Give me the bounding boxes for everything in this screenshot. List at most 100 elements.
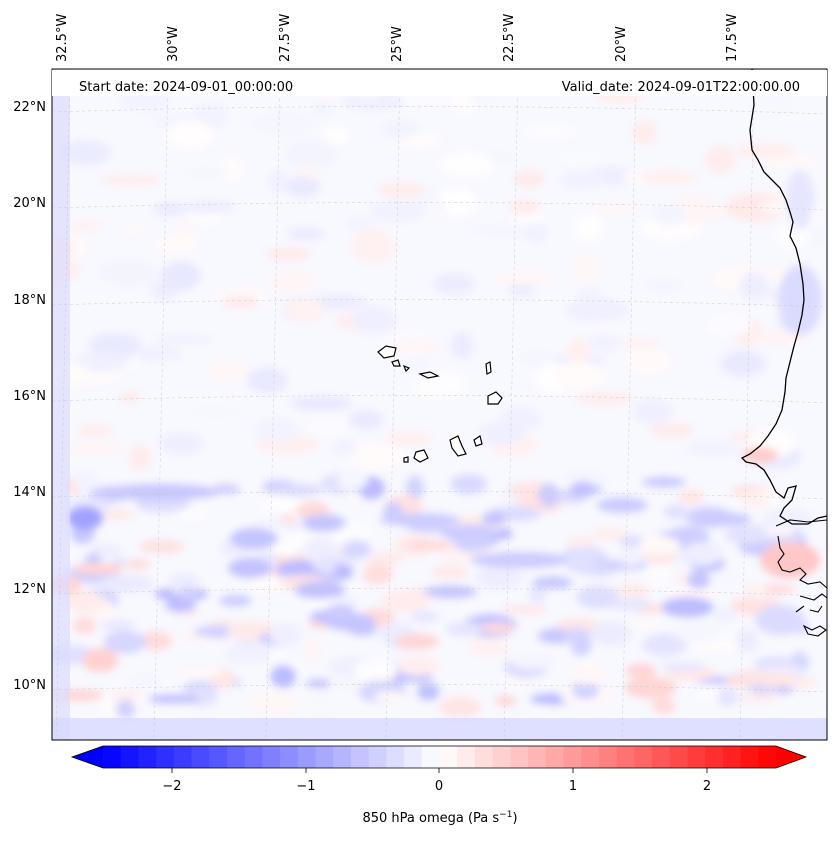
parallel-line (52, 299, 827, 308)
omega-blob (562, 545, 606, 563)
omega-blob (755, 605, 805, 635)
colorbar-cell (616, 746, 635, 768)
omega-blob (735, 670, 767, 686)
omega-blob (72, 562, 125, 575)
colorbar-cell (280, 746, 299, 768)
lat-label: 20°N (13, 196, 46, 211)
omega-blob (574, 392, 635, 405)
omega-blob (575, 214, 603, 242)
omega-blob (624, 676, 677, 699)
colorbar-cell (457, 746, 476, 768)
omega-blob (470, 552, 570, 568)
omega-blob (333, 563, 353, 581)
omega-blob (184, 689, 219, 707)
omega-blob (642, 633, 687, 657)
omega-blob (742, 447, 778, 463)
omega-blob (537, 483, 560, 507)
omega-blob (479, 421, 526, 445)
omega-blob (125, 558, 151, 571)
omega-blob (353, 660, 398, 681)
parallel-line (52, 106, 827, 115)
omega-blob (343, 214, 375, 233)
omega-blob (621, 337, 659, 349)
omega-blob (661, 662, 706, 672)
omega-blob (593, 555, 612, 575)
omega-blob (648, 423, 694, 437)
omega-blob (509, 281, 535, 298)
omega-blob (638, 535, 681, 556)
omega-blob (367, 551, 403, 567)
omega-blob (696, 512, 752, 526)
omega-blob (439, 153, 495, 177)
omega-blob (108, 691, 145, 701)
omega-blob (735, 143, 795, 158)
omega-blob (158, 432, 204, 455)
omega-blob (287, 227, 325, 240)
omega-blob (213, 483, 241, 495)
omega-blob (747, 331, 808, 344)
omega-blob (587, 333, 622, 353)
omega-blob (129, 444, 151, 471)
omega-blob (571, 680, 599, 699)
omega-blob (569, 663, 606, 686)
parallel-line (52, 491, 827, 500)
omega-blob (631, 120, 657, 145)
colorbar-extend-high (776, 746, 806, 768)
omega-blob (450, 332, 473, 360)
colorbar-cell (404, 746, 423, 768)
lat-label: 12°N (13, 582, 46, 597)
omega-blob (164, 599, 196, 612)
omega-blob (222, 295, 259, 308)
omega-blob (380, 590, 430, 612)
omega-blob (645, 278, 682, 295)
omega-blob (380, 513, 460, 527)
omega-blob (154, 357, 177, 371)
omega-blob (494, 528, 514, 540)
omega-blob (123, 223, 147, 235)
omega-blob (617, 546, 645, 566)
parallel-line (52, 202, 827, 211)
lon-label: 32.5°W (55, 14, 70, 62)
omega-blob (138, 631, 172, 651)
omega-blob (739, 491, 771, 510)
parallel-line (52, 588, 827, 597)
colorbar-cell (598, 746, 618, 768)
omega-blob (405, 540, 455, 551)
omega-blob (405, 475, 424, 500)
omega-blob (566, 338, 591, 365)
omega-blob (678, 489, 705, 506)
colorbar-cell (226, 746, 246, 768)
omega-blob (88, 333, 143, 358)
colorbar-cell (315, 746, 334, 768)
colorbar-cell (492, 746, 511, 768)
omega-blob (558, 172, 608, 189)
africa-coastline (740, 68, 828, 525)
lon-label: 27.5°W (278, 14, 293, 62)
lat-label: 16°N (13, 389, 46, 404)
colorbar-axis-label: 850 hPa omega (Pa s−1) (362, 810, 517, 826)
latitude-labels: 22°N 20°N 18°N 16°N 14°N 12°N 10°N (13, 100, 46, 693)
omega-blob (591, 527, 628, 541)
colorbar-cell (687, 746, 706, 768)
omega-blob (748, 582, 768, 601)
omega-blob (632, 399, 674, 424)
colorbar-cell (421, 746, 441, 768)
colorbar-cell (368, 746, 387, 768)
omega-blob (331, 439, 357, 456)
colorbar-cell (740, 746, 759, 768)
omega-blob (450, 474, 488, 495)
omega-blob (389, 339, 445, 353)
lat-label: 22°N (13, 100, 46, 115)
omega-blob (342, 539, 371, 559)
lon-label: 30°W (166, 26, 181, 62)
omega-blob (760, 542, 820, 578)
santo-antao-island (377, 345, 397, 359)
omega-blob (110, 557, 127, 567)
omega-blob (252, 110, 316, 138)
omega-blob (523, 126, 576, 138)
omega-blob (138, 539, 185, 554)
omega-blob (362, 563, 393, 585)
omega-blob (616, 583, 651, 597)
